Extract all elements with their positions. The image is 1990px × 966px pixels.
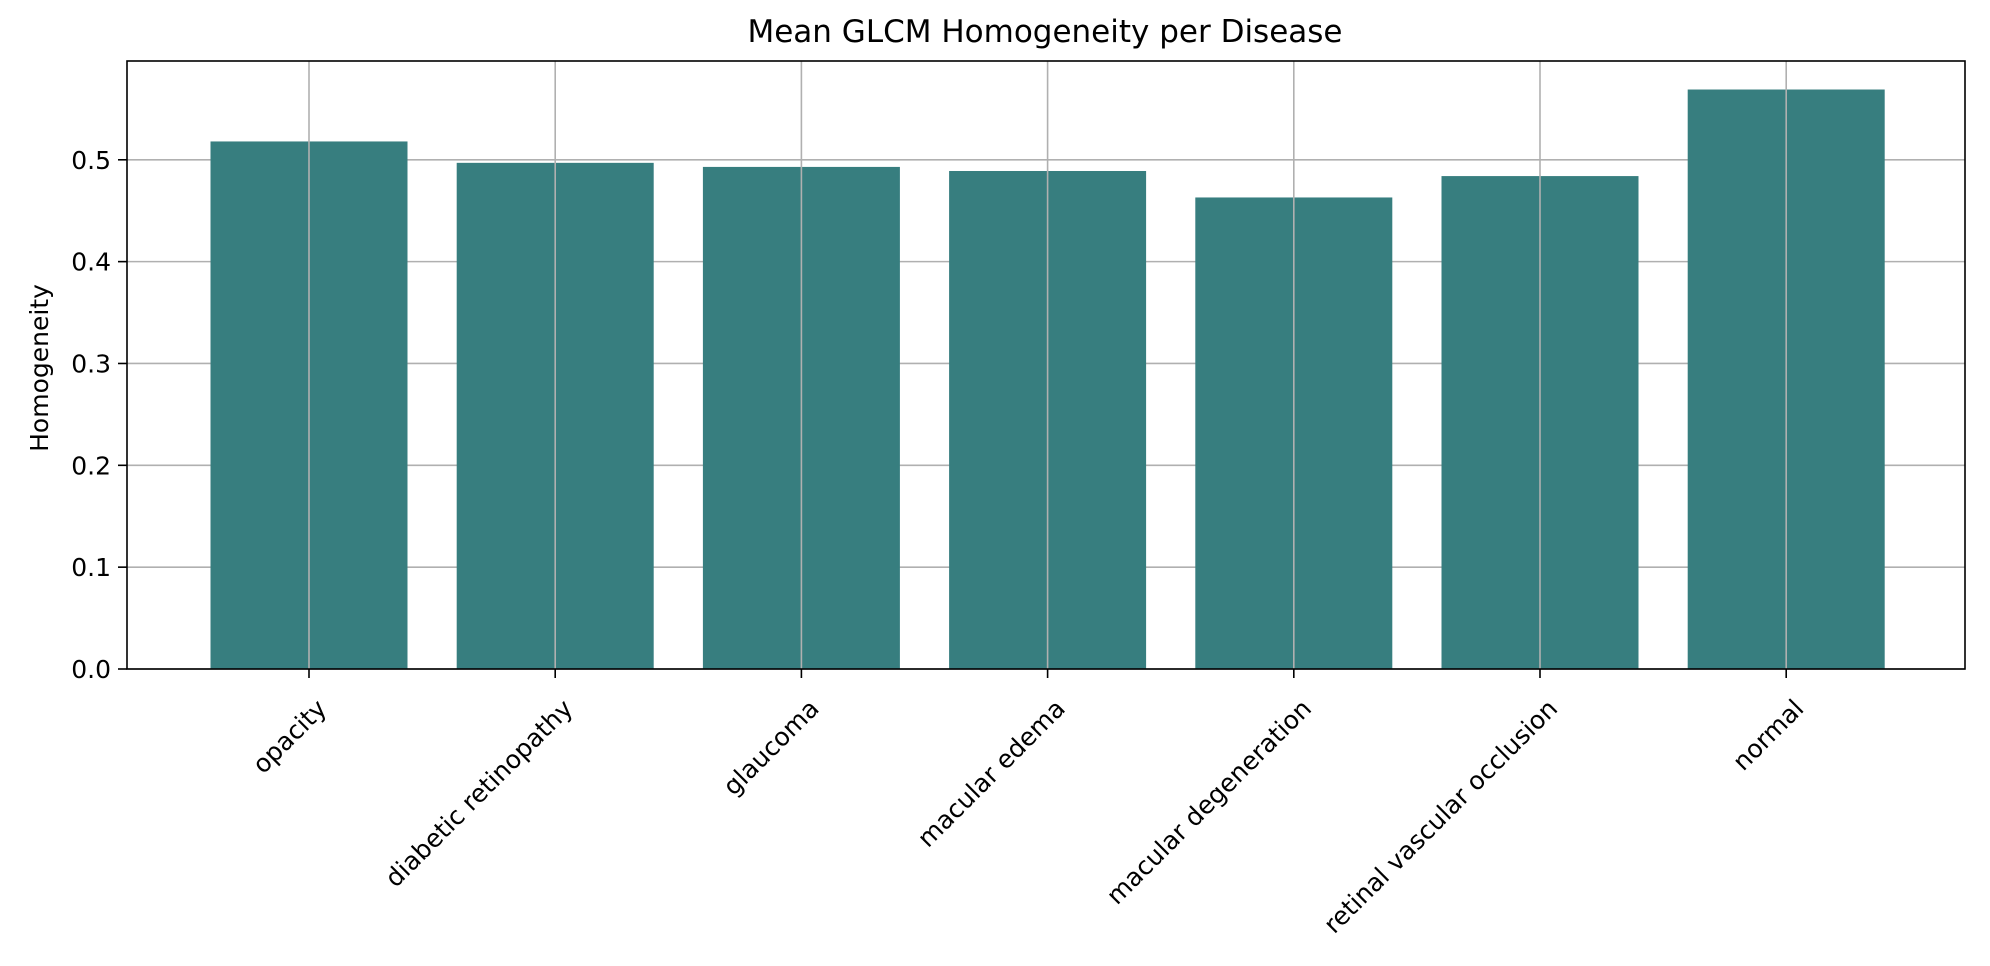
y-tick-label: 0.2 (71, 451, 111, 480)
y-axis-ticks: 0.0 0.1 0.2 0.3 0.4 0.5 (71, 146, 127, 684)
y-tick-label: 0.4 (71, 248, 111, 277)
y-axis-label: Homogeneity (25, 284, 54, 452)
y-tick-label: 0.5 (71, 146, 111, 175)
y-tick-label: 0.1 (71, 553, 111, 582)
y-tick-label: 0.0 (71, 655, 111, 684)
chart-title: Mean GLCM Homogeneity per Disease (747, 14, 1342, 50)
plot-frame (126, 60, 1966, 670)
y-tick-label: 0.3 (71, 349, 111, 378)
vertical-grid-lines (308, 61, 1787, 669)
